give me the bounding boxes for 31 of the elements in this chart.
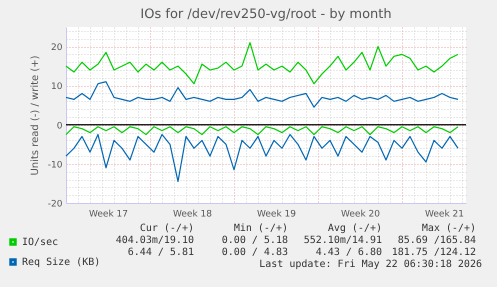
x-tick-label: Week 20 — [341, 210, 380, 220]
text: 0.00 / 5.18 — [222, 235, 288, 246]
y-tick-label: -20 — [48, 200, 63, 210]
text: 181.75 /124.12 — [392, 247, 476, 258]
y-axis-title: Units read (-) / write (+) — [30, 55, 41, 176]
text: Cur (-/+) — [140, 223, 194, 234]
text: 4.43 / 6.80 — [316, 247, 382, 258]
y-tick-label: 10 — [51, 82, 63, 92]
line-series — [65, 126, 459, 136]
legend-label: Req Size (KB) — [22, 257, 100, 268]
line-series — [65, 81, 459, 108]
y-tick-label: -10 — [48, 160, 63, 170]
y-tick-label: 20 — [51, 43, 63, 54]
legend-label: IO/sec — [22, 237, 58, 248]
text: 404.03m/19.10 — [116, 235, 194, 246]
text: 0.00 / 4.83 — [222, 247, 288, 258]
text: 552.10m/14.91 — [304, 235, 382, 246]
x-tick-label: Week 21 — [425, 210, 464, 220]
x-tick-label: Week 19 — [257, 210, 296, 220]
x-tick-label: Week 17 — [89, 210, 128, 220]
text: 6.44 / 5.81 — [128, 247, 194, 258]
text: Last update: Fri May 22 06:30:18 2026 — [259, 259, 482, 270]
x-tick-label: Week 18 — [173, 210, 212, 220]
chart-title: IOs for /dev/rev250-vg/root - by month — [140, 6, 392, 22]
y-tick-label: 0 — [56, 121, 63, 132]
text: 85.69 /165.84 — [398, 235, 476, 246]
line-series — [65, 42, 459, 84]
text: Avg (-/+) — [328, 223, 382, 234]
text: Min (-/+) — [234, 223, 288, 234]
line-series — [65, 134, 459, 182]
text: Max (-/+) — [422, 223, 476, 234]
